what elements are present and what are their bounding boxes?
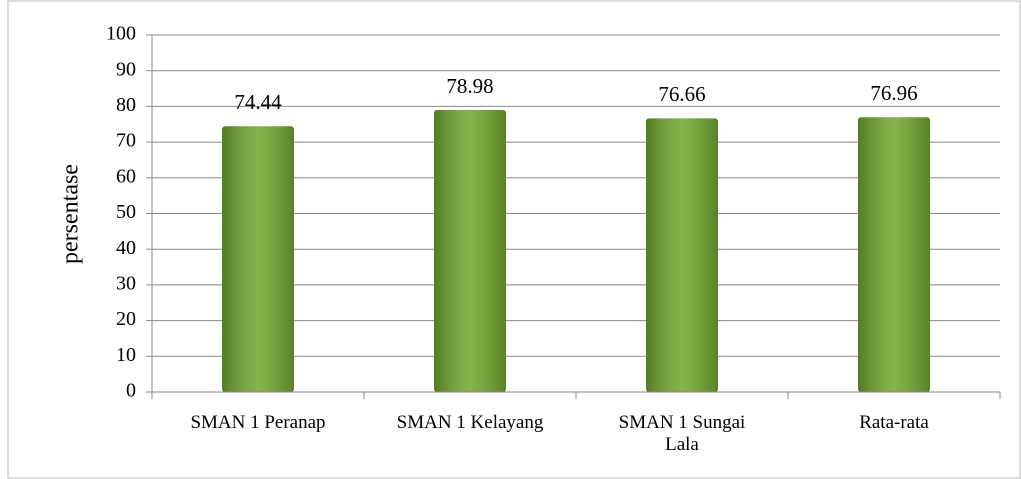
bar-shade [434,110,506,393]
y-tick-label: 70 [116,130,136,152]
y-tick-label: 80 [116,94,136,116]
x-tick-label: Rata-rata [859,412,929,433]
bar-shade [222,126,294,392]
x-tick-label: SMAN 1 Sungai Lala [618,412,746,455]
data-label: 74.44 [234,90,282,114]
y-tick-label: 50 [116,201,136,223]
bar-shade [646,118,718,393]
y-tick-label: 40 [116,237,136,259]
y-tick-label: 100 [106,23,136,45]
x-tick-label: SMAN 1 Kelayang [396,412,544,433]
y-tick-label: 0 [126,380,136,402]
data-label: 78.98 [446,74,493,98]
data-label: 76.96 [870,81,917,105]
bar-shade [858,117,930,392]
y-tick-label: 10 [116,344,136,366]
y-tick-label: 20 [116,308,136,330]
y-tick-label: 60 [116,165,136,187]
y-tick-label: 30 [116,272,136,294]
y-axis-label: persentase [58,164,84,264]
data-label: 76.66 [658,82,705,106]
chart-border [7,0,1021,479]
y-tick-label: 90 [116,58,136,80]
x-tick-label: SMAN 1 Peranap [190,412,326,433]
